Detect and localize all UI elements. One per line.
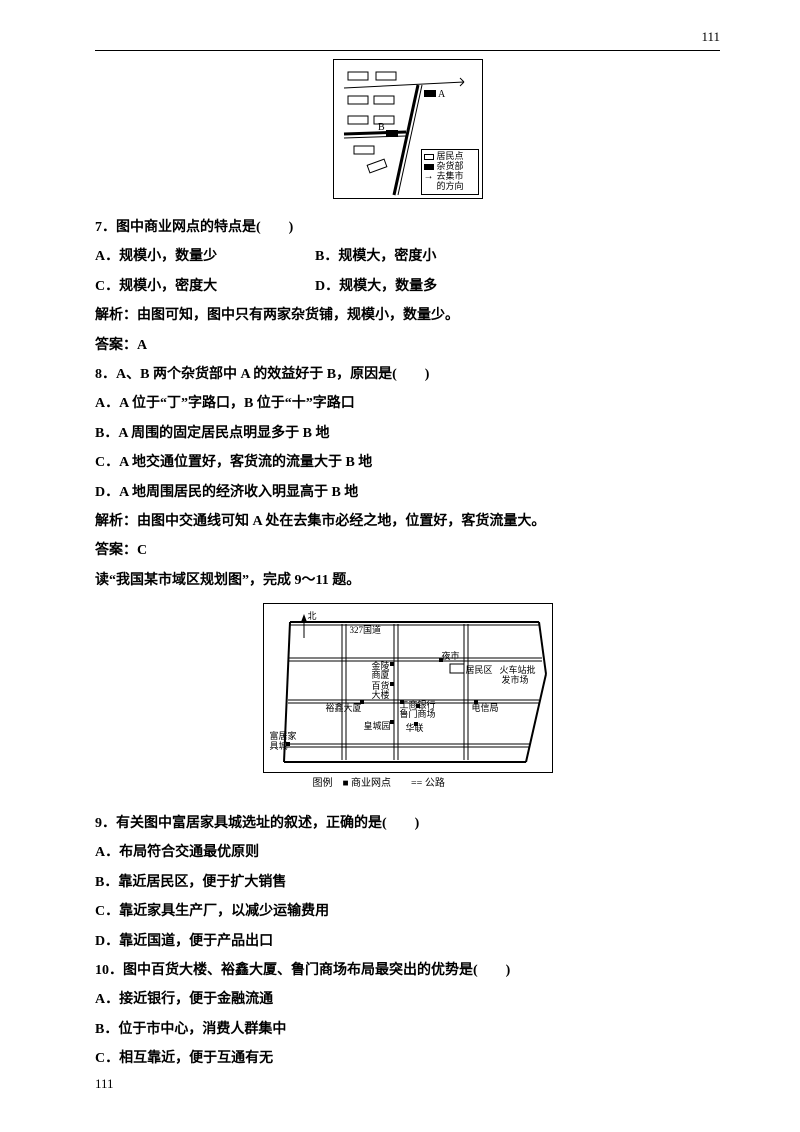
page-number-bottom: 111 [95,1076,114,1092]
legend-outline-icon [424,154,434,160]
figure-2-wrap: 北 327国道 金陵 商厦 百货 大楼 裕鑫大厦 工商银行 鲁门商场 皇城园 华… [263,603,553,773]
q8-answer: 答案：C [95,536,720,565]
fig2-dalou: 大楼 [372,691,390,700]
legend-text-4: 的方向 [437,182,464,192]
q9-optD: D．靠近国道，便于产品出口 [95,927,720,956]
figure-1: A B 居民点 杂货部 →去集市 的方向 [95,59,720,199]
q10-optC: C．相互靠近，便于互通有无 [95,1044,720,1073]
page-content: 111 [0,0,800,1114]
q9-optB: B．靠近居民区，便于扩大销售 [95,868,720,897]
page-number-top: 111 [701,29,720,45]
fig2-fuju2: 具城 [270,742,288,751]
fig2-hualian: 华联 [406,724,424,733]
figure-2-box: 北 327国道 金陵 商厦 百货 大楼 裕鑫大厦 工商银行 鲁门商场 皇城园 华… [263,603,553,773]
q7-row2: C．规模小，密度大 D．规模大，数量多 [95,272,720,301]
svg-text:B: B [378,122,385,133]
fig2-yeshi: 夜市 [442,652,460,661]
q9-optC: C．靠近家具生产厂，以减少运输费用 [95,897,720,926]
svg-text:A: A [438,89,446,100]
q8-options: A．A 位于“丁”字路口，B 位于“十”字路口 B．A 周围的固定居民点明显多于… [95,389,720,507]
q10-options: A．接近银行，便于金融流通 B．位于市中心，消费人群集中 C．相互靠近，便于互通… [95,985,720,1073]
q8-analysis: 解析：由图中交通线可知 A 处在去集市必经之地，位置好，客货流量大。 [95,507,720,536]
q7-row1: A．规模小，数量少 B．规模大，密度小 [95,242,720,271]
q7-answer: 答案：A [95,331,720,360]
figure-2: 北 327国道 金陵 商厦 百货 大楼 裕鑫大厦 工商银行 鲁门商场 皇城园 华… [95,603,720,773]
legend-fill-icon [424,164,434,170]
figure-2-legend: 图例 ■ 商业网点 == 公路 [313,774,445,789]
fig2-north: 北 [308,612,317,621]
q8-optD: D．A 地周围居民的经济收入明显高于 B 地 [95,478,720,507]
fig2-yuxin: 裕鑫大厦 [326,704,362,713]
q10-stem: 10．图中百货大楼、裕鑫大厦、鲁门商场布局最突出的优势是( ) [95,956,720,985]
fig2-dianxin: 电信局 [472,704,499,713]
fig2-huangcheng: 皇城园 [364,722,391,731]
fig2-huoche2: 发市场 [502,676,529,685]
q9-options: A．布局符合交通最优原则 B．靠近居民区，便于扩大销售 C．靠近家具生产厂，以减… [95,838,720,956]
fig2-shangxia: 商厦 [372,671,390,680]
q10-optA: A．接近银行，便于金融流通 [95,985,720,1014]
fig2-road: 327国道 [350,626,382,635]
fig2-fuju1: 富居家 [270,732,297,741]
q8-optC: C．A 地交通位置好，客货流的流量大于 B 地 [95,448,720,477]
q7-analysis: 解析：由图可知，图中只有两家杂货铺，规模小，数量少。 [95,301,720,330]
q7-optD: D．规模大，数量多 [315,272,535,301]
fig2-huoche1: 火车站批 [500,666,536,675]
q7-optB: B．规模大，密度小 [315,242,535,271]
q8-optB: B．A 周围的固定居民点明显多于 B 地 [95,419,720,448]
q10-optB: B．位于市中心，消费人群集中 [95,1015,720,1044]
q7-stem: 7．图中商业网点的特点是( ) [95,213,720,242]
q7-optA: A．规模小，数量少 [95,242,315,271]
intro-q9-11: 读“我国某市域区规划图”，完成 9～11 题。 [95,566,720,595]
figure-1-box: A B 居民点 杂货部 →去集市 的方向 [333,59,483,199]
q8-stem: 8．A、B 两个杂货部中 A 的效益好于 B，原因是( ) [95,360,720,389]
q9-stem: 9．有关图中富居家具城选址的叙述，正确的是( ) [95,809,720,838]
figure-2-svg [264,604,554,774]
legend-arrow-icon: → [424,172,434,182]
q7-optC: C．规模小，密度大 [95,272,315,301]
header-rule: 111 [95,50,720,51]
fig2-lumen: 鲁门商场 [400,710,436,719]
figure-1-legend: 居民点 杂货部 →去集市 的方向 [421,149,479,195]
fig2-jumin: 居民区 [466,666,493,675]
q8-optA: A．A 位于“丁”字路口，B 位于“十”字路口 [95,389,720,418]
q9-optA: A．布局符合交通最优原则 [95,838,720,867]
